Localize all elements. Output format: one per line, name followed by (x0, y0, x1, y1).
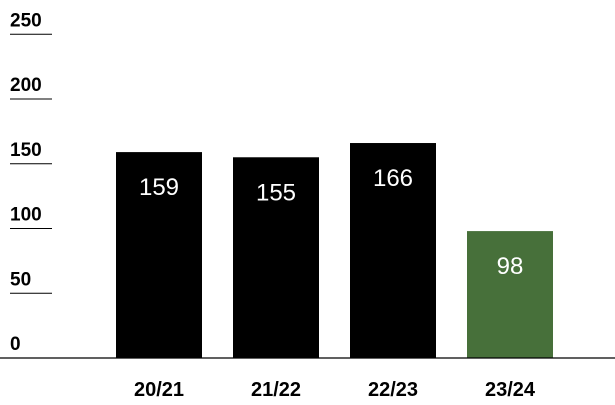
y-tick-label: 0 (10, 334, 21, 355)
x-tick-label: 23/24 (485, 379, 536, 401)
data-label: 98 (497, 253, 524, 280)
y-tick-label: 200 (10, 75, 42, 96)
y-axis: 0 50 100 150 200 250 (10, 10, 52, 355)
x-tick-label: 22/23 (368, 379, 418, 401)
bar (350, 143, 436, 358)
y-tick-label: 100 (10, 205, 42, 226)
bars: 159 155 166 98 (116, 143, 553, 358)
bar (467, 231, 553, 358)
data-label: 159 (139, 174, 179, 201)
bar (116, 152, 202, 358)
data-label: 166 (373, 165, 413, 192)
x-axis: 20/21 21/22 22/23 23/24 (0, 357, 615, 401)
bar (233, 157, 319, 358)
data-label: 155 (256, 179, 296, 206)
y-tick-label: 250 (10, 10, 42, 31)
y-tick-label: 50 (10, 269, 31, 290)
y-tick-label: 150 (10, 140, 42, 161)
x-tick-label: 20/21 (134, 379, 184, 401)
x-tick-label: 21/22 (251, 379, 301, 401)
